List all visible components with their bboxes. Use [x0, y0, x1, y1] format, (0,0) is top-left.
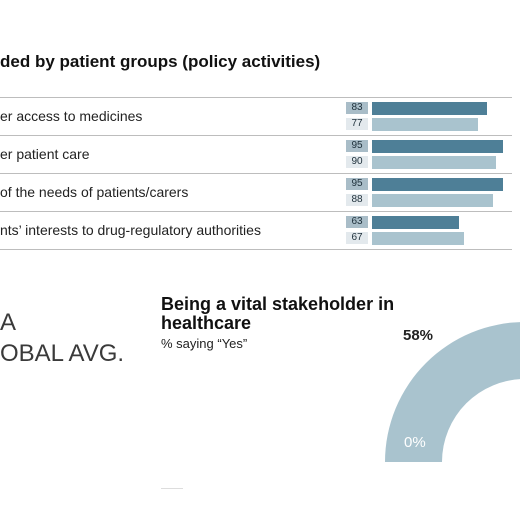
- data-label: 95: [346, 140, 368, 152]
- gauge-chart: [385, 322, 520, 462]
- row-label: er patient care: [0, 146, 90, 162]
- bar: [372, 156, 496, 169]
- bar: [372, 118, 478, 131]
- data-label: 90: [346, 156, 368, 168]
- bar: [372, 232, 464, 245]
- row-label: er access to medicines: [0, 108, 143, 124]
- footer-mark: [161, 488, 183, 489]
- row-divider: [0, 135, 512, 136]
- gauge-arc: [385, 322, 520, 462]
- bar: [372, 140, 503, 153]
- data-label: 83: [346, 102, 368, 114]
- row-divider: [0, 211, 512, 212]
- bar: [372, 102, 487, 115]
- gauge-title: Being a vital stakeholder in healthcare: [161, 294, 395, 333]
- data-label: 95: [346, 178, 368, 190]
- bar: [372, 178, 503, 191]
- data-label: 67: [346, 232, 368, 244]
- table-top-rule: [0, 97, 512, 98]
- row-divider: [0, 249, 512, 250]
- bar: [372, 216, 459, 229]
- data-label: 88: [346, 194, 368, 206]
- gauge-min-label: 0%: [404, 434, 426, 451]
- row-label: nts’ interests to drug-regulatory author…: [0, 222, 261, 238]
- row-divider: [0, 173, 512, 174]
- region-label-line1: A: [0, 309, 17, 336]
- data-label: 77: [346, 118, 368, 130]
- data-label: 63: [346, 216, 368, 228]
- bar: [372, 194, 493, 207]
- chart-title: ded by patient groups (policy activities…: [0, 52, 321, 71]
- region-label-line2: OBAL AVG.: [0, 340, 125, 367]
- gauge-value-label: 58%: [403, 327, 434, 344]
- gauge-subtitle: % saying “Yes”: [161, 336, 248, 351]
- row-label: of the needs of patients/carers: [0, 184, 189, 200]
